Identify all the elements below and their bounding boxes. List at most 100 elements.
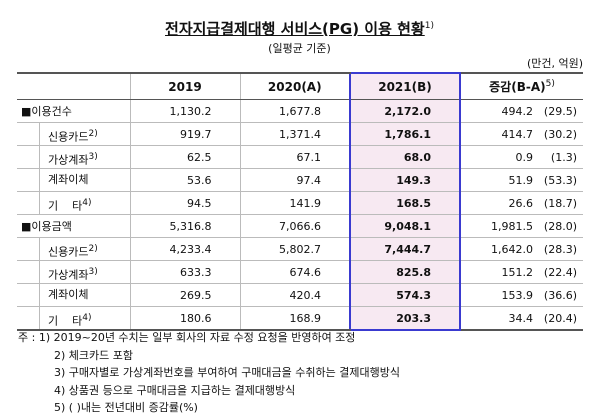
table: 2019 2020(A) 2021(B) 증감(B-A)5) ■이용건수 1,130.2… — [17, 72, 583, 331]
table-row: ■이용금액 5,316.8 7,066.6 9,048.1 1,981.5 (28.0) — [17, 214, 583, 238]
value-cell: 5,802.7 — [239, 237, 350, 261]
row-label: ■이용금액 — [17, 214, 130, 238]
value-cell: 7,066.6 — [239, 214, 350, 238]
label-text: 기 타 — [48, 199, 83, 213]
value-cell: 633.3 — [129, 260, 240, 284]
value-cell: 269.5 — [129, 283, 240, 307]
value-cell: 141.9 — [239, 191, 350, 215]
value-cell: 7,444.7 — [349, 237, 461, 261]
table-row: 신용카드2) 4,233.4 5,802.7 7,444.7 1,642.0 (28.3) — [17, 237, 583, 261]
label-box: 가상계좌3) — [39, 146, 130, 168]
value-cell: 203.3 — [349, 306, 461, 331]
value-cell: 149.3 — [349, 168, 461, 192]
value-cell: 574.3 — [349, 283, 461, 307]
header-cell: 증감(B-A)5) — [459, 72, 583, 100]
note: 5) ( )내는 전년대비 증감률(%) — [54, 401, 198, 414]
label-box: 신용카드2) — [39, 238, 130, 260]
change-value: 1,981.5 — [491, 219, 533, 233]
change-cell: 153.9 (36.6) — [459, 283, 583, 307]
table-row: ■이용건수 1,130.2 1,677.8 2,172.0 494.2 (29.5) — [17, 99, 583, 123]
table-row: 가상계좌3) 633.3 674.6 825.8 151.2 (22.4) — [17, 260, 583, 284]
value-cell: 62.5 — [129, 145, 240, 169]
table-row: 계좌이체 53.6 97.4 149.3 51.9 (53.3) — [17, 168, 583, 192]
change-cell: 26.6 (18.7) — [459, 191, 583, 215]
table-row: 신용카드2) 919.7 1,371.4 1,786.1 414.7 (30.2) — [17, 122, 583, 146]
row-label: 기 타4) — [17, 191, 130, 215]
value-cell: 168.5 — [349, 191, 461, 215]
label-text: 가상계좌 — [48, 268, 89, 282]
label-note: 2) — [88, 129, 98, 139]
value-cell: 53.6 — [129, 168, 240, 192]
change-value: 51.9 — [508, 173, 534, 187]
change-value: 26.6 — [508, 196, 534, 210]
change-rate: (28.0) — [543, 219, 577, 233]
value-cell: 9,048.1 — [349, 214, 461, 238]
unit: (만건, 억원) — [526, 57, 583, 70]
notes: 주 : 1) 2019~20년 수치는 일부 회사의 자료 수정 요청을 반영하… — [18, 329, 400, 417]
note: 2) 체크카드 포함 — [54, 348, 134, 362]
row-label: 계좌이체 — [17, 168, 130, 192]
label-note: 4) — [82, 198, 92, 208]
row-label: 가상계좌3) — [17, 145, 130, 169]
table-row: 기 타4) 94.5 141.9 168.5 26.6 (18.7) — [17, 191, 583, 215]
table-row: 계좌이체 269.5 420.4 574.3 153.9 (36.6) — [17, 283, 583, 307]
title-text: 전자지급결제대행 서비스(PG) 이용 현황 — [165, 20, 425, 38]
change-rate: (1.3) — [550, 150, 577, 164]
change-value: 1,642.0 — [491, 242, 533, 256]
change-rate: (22.4) — [543, 265, 577, 279]
row-label: 가상계좌3) — [17, 260, 130, 284]
change-cell: 414.7 (30.2) — [459, 122, 583, 146]
value-cell: 4,233.4 — [129, 237, 240, 261]
change-cell: 494.2 (29.5) — [459, 99, 583, 123]
change-value: 494.2 — [501, 104, 534, 118]
title-note: 1) — [424, 21, 434, 31]
table-row: 기 타4) 180.6 168.9 203.3 34.4 (20.4) — [17, 306, 583, 331]
change-rate: (36.6) — [543, 288, 577, 302]
change-value: 153.9 — [501, 288, 534, 302]
value-cell: 2,172.0 — [349, 99, 461, 123]
value-cell: 919.7 — [129, 122, 240, 146]
change-value: 34.4 — [508, 311, 534, 325]
change-rate: (29.5) — [543, 104, 577, 118]
note: 3) 구매자별로 가상계좌번호를 부여하여 구매대금을 수취하는 결제대행방식 — [54, 366, 400, 379]
label-box: 가상계좌3) — [39, 261, 130, 283]
value-cell: 1,677.8 — [239, 99, 350, 123]
label-text: ■이용금액 — [21, 220, 72, 233]
change-value: 414.7 — [501, 127, 534, 141]
value-cell: 97.4 — [239, 168, 350, 192]
label-box: 신용카드2) — [39, 123, 130, 145]
change-value: 151.2 — [501, 265, 534, 279]
label-text: 계좌이체 — [48, 288, 89, 301]
table-row: 가상계좌3) 62.5 67.1 68.0 0.9 (1.3) — [17, 145, 583, 169]
value-cell: 674.6 — [239, 260, 350, 284]
header-cell — [17, 72, 130, 100]
header-cell: 2020(A) — [239, 72, 350, 100]
value-cell: 5,316.8 — [129, 214, 240, 238]
change-value: 0.9 — [515, 150, 534, 164]
change-rate: (30.2) — [543, 127, 577, 141]
header-row: 2019 2020(A) 2021(B) 증감(B-A)5) — [17, 72, 583, 100]
change-cell: 1,642.0 (28.3) — [459, 237, 583, 261]
value-cell: 1,371.4 — [239, 122, 350, 146]
row-label: 신용카드2) — [17, 122, 130, 146]
change-cell: 51.9 (53.3) — [459, 168, 583, 192]
row-label: 신용카드2) — [17, 237, 130, 261]
change-rate: (20.4) — [543, 311, 577, 325]
row-label: 계좌이체 — [17, 283, 130, 307]
label-text: 신용카드 — [48, 130, 89, 144]
value-cell: 94.5 — [129, 191, 240, 215]
value-cell: 420.4 — [239, 283, 350, 307]
label-text: 계좌이체 — [48, 173, 89, 186]
subtitle: (일평균 기준) — [268, 42, 331, 55]
value-cell: 68.0 — [349, 145, 461, 169]
change-rate: (28.3) — [543, 242, 577, 256]
header-note: 5) — [545, 79, 555, 89]
title: 전자지급결제대행 서비스(PG) 이용 현황1) — [0, 18, 599, 39]
label-box: 계좌이체 — [39, 284, 130, 306]
label-note: 3) — [88, 267, 98, 277]
change-rate: (18.7) — [543, 196, 577, 210]
change-rate: (53.3) — [543, 173, 577, 187]
table-body: ■이용건수 1,130.2 1,677.8 2,172.0 494.2 (29.5) 신용카… — [17, 99, 583, 331]
label-note: 4) — [82, 313, 92, 323]
